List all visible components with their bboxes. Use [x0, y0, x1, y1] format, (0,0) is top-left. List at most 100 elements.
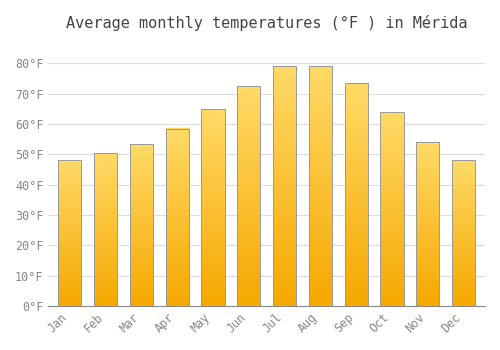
Bar	[344, 295, 368, 297]
Bar	[94, 167, 118, 168]
Bar	[202, 188, 224, 190]
Bar	[344, 123, 368, 125]
Bar	[202, 126, 224, 128]
Bar	[166, 148, 189, 150]
Bar	[344, 166, 368, 168]
Bar	[130, 160, 153, 161]
Bar	[237, 222, 260, 225]
Bar	[344, 244, 368, 246]
Bar	[308, 169, 332, 172]
Bar	[94, 206, 118, 208]
Bar	[130, 222, 153, 223]
Bar	[237, 161, 260, 163]
Bar	[308, 181, 332, 184]
Bar	[202, 176, 224, 178]
Bar	[237, 288, 260, 290]
Bar	[308, 224, 332, 227]
Bar	[416, 159, 440, 160]
Bar	[237, 209, 260, 211]
Bar	[58, 178, 82, 179]
Bar	[452, 197, 475, 198]
Bar	[94, 243, 118, 245]
Bar	[416, 245, 440, 247]
Bar	[380, 263, 404, 265]
Bar	[202, 115, 224, 117]
Bar	[344, 288, 368, 290]
Bar	[344, 186, 368, 188]
Bar	[380, 189, 404, 191]
Bar	[58, 293, 82, 294]
Bar	[452, 181, 475, 182]
Bar	[452, 207, 475, 208]
Bar	[380, 186, 404, 188]
Bar	[166, 141, 189, 143]
Bar	[166, 253, 189, 254]
Bar	[202, 237, 224, 239]
Bar	[308, 248, 332, 251]
Bar	[202, 278, 224, 280]
Bar	[380, 160, 404, 162]
Bar	[166, 245, 189, 247]
Bar	[94, 212, 118, 214]
Bar	[237, 167, 260, 170]
Bar	[344, 168, 368, 170]
Bar	[202, 140, 224, 142]
Bar	[237, 299, 260, 301]
Bar	[58, 185, 82, 187]
Bar	[308, 246, 332, 248]
Bar	[452, 303, 475, 304]
Bar	[416, 217, 440, 219]
Bar	[58, 233, 82, 235]
Bar	[130, 181, 153, 183]
Bar	[94, 165, 118, 167]
Bar	[58, 192, 82, 194]
Bar	[344, 226, 368, 228]
Bar	[273, 66, 296, 306]
Bar	[273, 253, 296, 255]
Bar	[380, 205, 404, 207]
Bar	[202, 266, 224, 268]
Bar	[452, 243, 475, 245]
Bar	[58, 194, 82, 195]
Bar	[416, 253, 440, 255]
Bar	[344, 301, 368, 303]
Bar	[308, 114, 332, 117]
Bar	[237, 176, 260, 178]
Bar	[58, 281, 82, 282]
Bar	[166, 194, 189, 196]
Bar	[202, 211, 224, 213]
Bar	[58, 303, 82, 304]
Bar	[452, 216, 475, 217]
Bar	[237, 216, 260, 218]
Bar	[308, 90, 332, 93]
Bar	[273, 191, 296, 193]
Bar	[380, 250, 404, 252]
Bar	[308, 205, 332, 208]
Bar	[58, 199, 82, 201]
Bar	[166, 301, 189, 302]
Bar	[344, 215, 368, 217]
Bar	[237, 152, 260, 154]
Bar	[308, 244, 332, 246]
Bar	[308, 191, 332, 193]
Bar	[166, 268, 189, 270]
Bar	[344, 219, 368, 221]
Bar	[94, 240, 118, 241]
Bar	[308, 299, 332, 301]
Bar	[237, 126, 260, 128]
Bar	[58, 296, 82, 297]
Bar	[452, 192, 475, 194]
Bar	[273, 117, 296, 119]
Bar	[202, 134, 224, 136]
Bar	[273, 203, 296, 205]
Bar	[308, 119, 332, 121]
Bar	[58, 270, 82, 271]
Bar	[58, 266, 82, 268]
Bar	[308, 95, 332, 98]
Bar	[94, 183, 118, 185]
Bar	[344, 148, 368, 150]
Bar	[130, 288, 153, 289]
Bar	[202, 259, 224, 260]
Bar	[344, 299, 368, 301]
Bar	[344, 264, 368, 266]
